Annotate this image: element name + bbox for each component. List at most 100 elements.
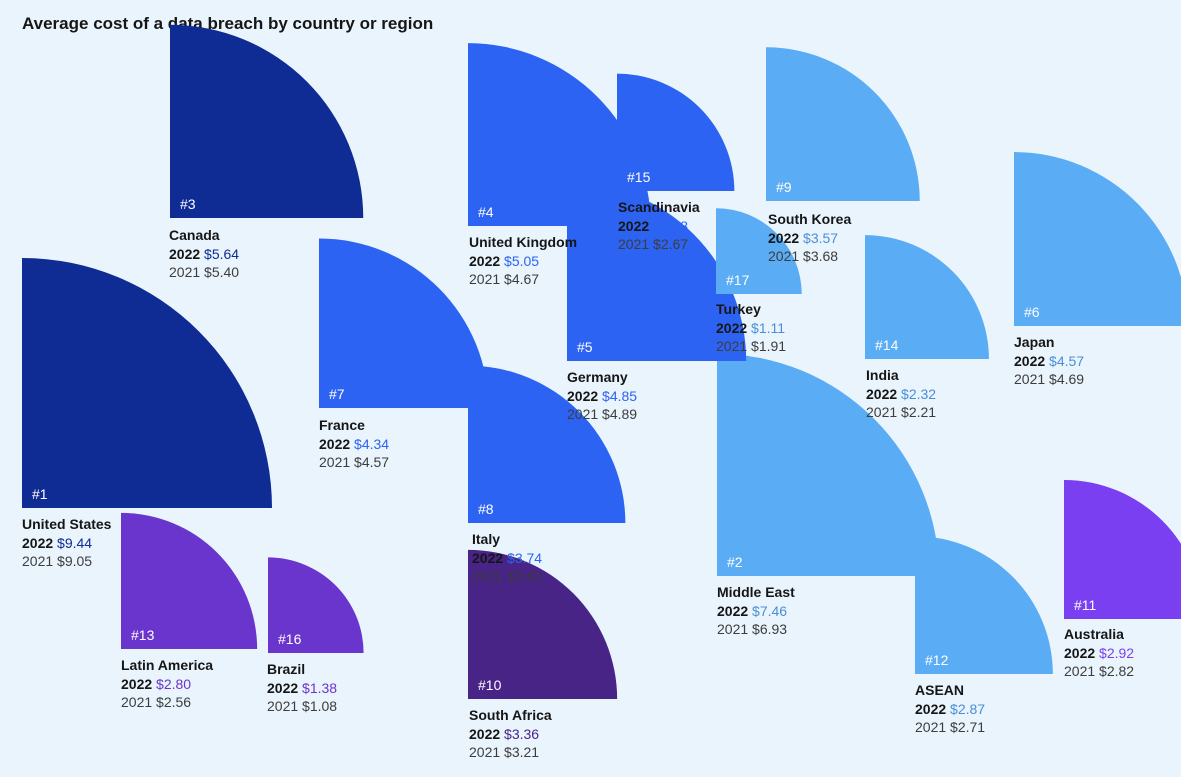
cost-2022: $1.11 — [751, 319, 786, 336]
country-info: Scandinavia 2022 $2.08 2021 $2.67 — [618, 198, 700, 254]
cost-2022: $2.08 — [653, 217, 689, 234]
country-info: Brazil 2022 $1.38 2021 $1.08 — [267, 660, 337, 716]
quarter-circle-canada — [170, 24, 364, 219]
country-name: Japan — [1014, 334, 1055, 350]
country-info: Australia 2022 $2.92 2021 $2.82 — [1064, 625, 1134, 681]
value-2021: 2021 $4.69 — [1014, 371, 1085, 387]
cost-2022: $3.36 — [504, 725, 540, 742]
cost-2022: $7.46 — [752, 602, 788, 619]
value-2022: 2022 $5.64 — [169, 245, 239, 264]
value-2022: 2022 $4.57 — [1014, 352, 1084, 371]
country-info: France 2022 $4.34 2021 $4.57 — [319, 416, 389, 472]
country-name: Australia — [1064, 626, 1124, 642]
year-2022: 2022 — [768, 229, 804, 246]
rank-label: #9 — [776, 179, 792, 195]
rank-label: #13 — [131, 627, 155, 643]
year-2022: 2022 — [1064, 644, 1100, 661]
country-name: Canada — [169, 227, 220, 243]
country-info: United States 2022 $9.44 2021 $9.05 — [22, 515, 111, 571]
country-info: United Kingdom 2022 $5.05 2021 $4.67 — [469, 233, 577, 289]
country-info: Middle East 2022 $7.46 2021 $6.93 — [717, 583, 795, 639]
value-2022: 2022 $1.11 — [716, 319, 786, 338]
year-2022: 2022 — [866, 385, 902, 402]
quarter-circle-turkey — [716, 208, 802, 294]
value-2021: 2021 $9.05 — [22, 553, 93, 569]
year-2022: 2022 — [915, 700, 951, 717]
cost-2022: $9.44 — [57, 534, 93, 551]
cost-2022: $3.74 — [507, 549, 543, 566]
country-name: Germany — [567, 369, 628, 385]
year-2022: 2022 — [469, 725, 505, 742]
cost-2022: $4.57 — [1049, 352, 1085, 369]
rank-label: #16 — [278, 631, 302, 647]
rank-label: #7 — [329, 386, 345, 402]
country-info: Turkey 2022 $1.11 2021 $1.91 — [716, 300, 786, 356]
rank-label: #14 — [875, 337, 899, 353]
value-2021: 2021 $3.61 — [472, 568, 543, 584]
country-info: South Africa 2022 $3.36 2021 $3.21 — [469, 706, 552, 762]
country-name: South Korea — [768, 211, 852, 227]
rank-label: #10 — [478, 677, 502, 693]
quarter-circle-latin-america — [121, 512, 258, 649]
value-2022: 2022 $7.46 — [717, 602, 795, 621]
year-2022: 2022 — [469, 252, 505, 269]
value-2021: 2021 $1.91 — [716, 338, 787, 354]
value-2022: 2022 $4.34 — [319, 435, 389, 454]
cost-2022: $4.85 — [602, 387, 638, 404]
cost-2022: $1.38 — [302, 679, 338, 696]
country-name: Brazil — [267, 661, 306, 677]
quarter-circle-japan — [1014, 152, 1181, 326]
value-2021: 2021 $6.93 — [717, 621, 788, 637]
value-2021: 2021 $2.67 — [618, 236, 689, 252]
rank-label: #15 — [627, 169, 651, 185]
quarter-circle-germany — [567, 181, 747, 361]
value-2021: 2021 $2.21 — [866, 404, 937, 420]
year-2022: 2022 — [472, 549, 508, 566]
value-2022: 2022 $3.57 — [768, 229, 851, 248]
value-2021: 2021 $4.89 — [567, 406, 638, 422]
country-name: United States — [22, 516, 112, 532]
country-name: United Kingdom — [469, 234, 578, 250]
quarter-circle-india — [865, 235, 989, 359]
cost-2022: $2.80 — [156, 675, 192, 692]
rank-label: #3 — [180, 196, 196, 212]
country-name: Turkey — [716, 301, 761, 317]
year-2022: 2022 — [169, 245, 205, 262]
country-info: Canada 2022 $5.64 2021 $5.40 — [169, 226, 239, 282]
value-2022: 2022 $1.38 — [267, 679, 337, 698]
country-name: Latin America — [121, 657, 214, 673]
country-info: Italy 2022 $3.74 2021 $3.61 — [472, 530, 542, 586]
value-2021: 2021 $1.08 — [267, 698, 338, 714]
quarter-circle-brazil — [268, 557, 364, 653]
value-2022: 2022 $3.74 — [472, 549, 542, 568]
value-2021: 2021 $5.40 — [169, 264, 240, 280]
value-2022: 2022 $9.44 — [22, 534, 111, 553]
value-2021: 2021 $3.68 — [768, 248, 839, 264]
rank-label: #11 — [1074, 597, 1097, 613]
value-2021: 2021 $4.57 — [319, 454, 390, 470]
country-info: Germany 2022 $4.85 2021 $4.89 — [567, 368, 637, 424]
value-2021: 2021 $2.56 — [121, 694, 192, 710]
quarter-circle-middle-east — [717, 353, 940, 576]
year-2022: 2022 — [267, 679, 303, 696]
quarter-circle-australia — [1064, 479, 1181, 619]
year-2022: 2022 — [618, 217, 654, 234]
quarter-circle-scandinavia — [617, 73, 735, 191]
rank-label: #5 — [577, 339, 593, 355]
country-name: South Africa — [469, 707, 552, 723]
country-info: India 2022 $2.32 2021 $2.21 — [866, 366, 936, 422]
year-2022: 2022 — [1014, 352, 1050, 369]
country-info: Japan 2022 $4.57 2021 $4.69 — [1014, 333, 1084, 389]
country-name: Italy — [472, 531, 501, 547]
rank-label: #1 — [32, 486, 48, 502]
year-2022: 2022 — [716, 319, 752, 336]
value-2022: 2022 $4.85 — [567, 387, 637, 406]
value-2022: 2022 $2.08 — [618, 217, 700, 236]
cost-2022: $2.32 — [901, 385, 937, 402]
year-2022: 2022 — [121, 675, 157, 692]
quarter-circle-south-africa — [468, 549, 618, 699]
value-2022: 2022 $5.05 — [469, 252, 577, 271]
value-2022: 2022 $2.80 — [121, 675, 213, 694]
year-2022: 2022 — [717, 602, 753, 619]
